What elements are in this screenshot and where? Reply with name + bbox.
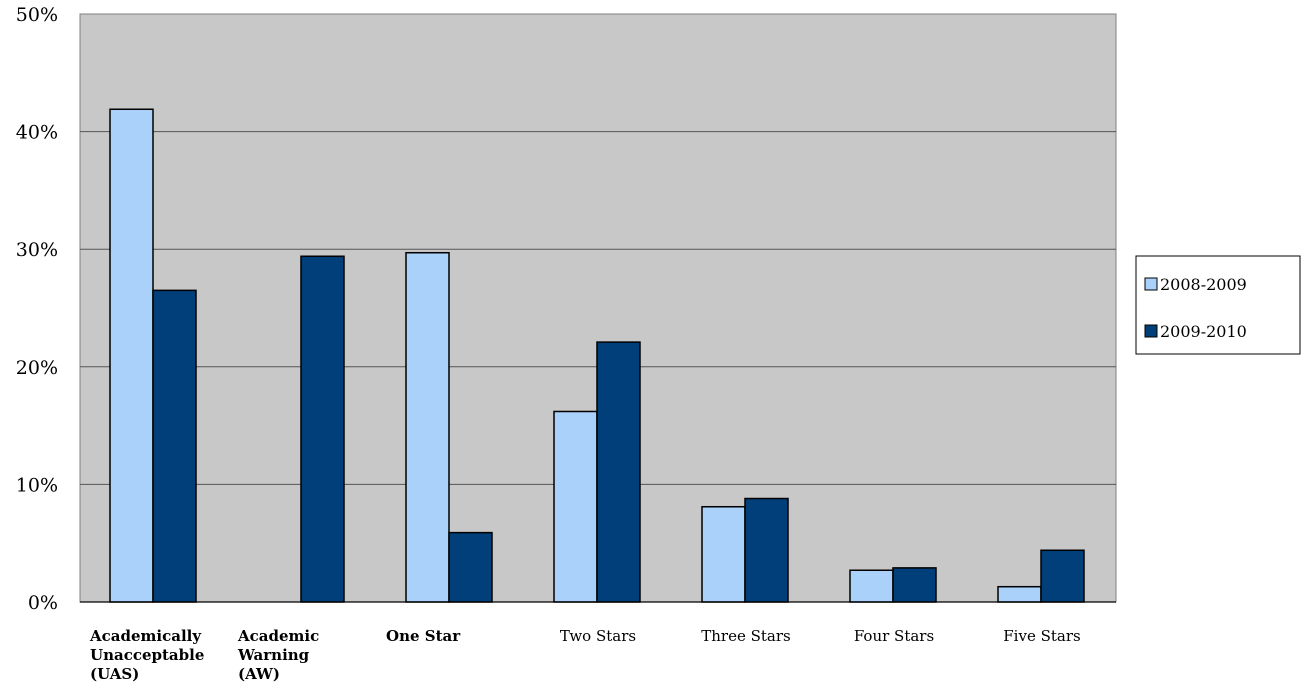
legend-swatch xyxy=(1144,324,1158,338)
bar-2009-2010-4 xyxy=(744,497,789,603)
bar-2009-2010-0 xyxy=(152,289,197,603)
x-tick-label-line: Warning xyxy=(237,646,310,664)
x-tick-label-line: (AW) xyxy=(238,665,280,683)
bar-2009-2010-3 xyxy=(596,341,641,603)
bar-2008-2009-4 xyxy=(701,505,746,603)
x-tick-label-line: Two Stars xyxy=(560,627,636,645)
x-tick-label: Five Stars xyxy=(1003,627,1080,645)
bar-2008-2009-5 xyxy=(849,569,894,603)
x-tick-label-line: One Star xyxy=(386,627,461,645)
x-tick-label: Two Stars xyxy=(560,627,636,645)
x-tick-label: Four Stars xyxy=(854,627,934,645)
bar-2008-2009-2 xyxy=(405,251,450,603)
x-tick-label-line: Three Stars xyxy=(701,627,790,645)
x-tick-label: Three Stars xyxy=(701,627,790,645)
x-tick-label: One Star xyxy=(386,627,461,645)
bar-2008-2009-6 xyxy=(997,585,1042,603)
x-tick-label-line: Academically xyxy=(89,627,202,645)
y-axis-ticks: 0% 10% 20% 30% 40% 50% xyxy=(16,4,58,614)
x-tick-label: Academically Unacceptable (UAS) xyxy=(89,627,204,683)
bar-2009-2010-6 xyxy=(1040,549,1085,603)
bar-2009-2010-5 xyxy=(892,567,937,603)
legend-label: 2008-2009 xyxy=(1160,275,1247,294)
x-axis-ticks: Academically Unacceptable (UAS) Academic War… xyxy=(89,627,1081,683)
bar-2008-2009-0 xyxy=(109,108,154,603)
legend-box xyxy=(1135,255,1301,355)
bar-2008-2009-3 xyxy=(553,410,598,603)
y-tick-label: 10% xyxy=(16,474,58,496)
y-tick-label: 30% xyxy=(16,239,58,261)
x-tick-label-line: (UAS) xyxy=(90,665,139,683)
y-tick-label: 0% xyxy=(28,592,58,614)
legend: 2008-2009 2009-2010 xyxy=(1135,255,1301,355)
x-tick-label-line: Four Stars xyxy=(854,627,934,645)
x-tick-label-line: Five Stars xyxy=(1003,627,1080,645)
y-tick-label: 40% xyxy=(16,122,58,144)
x-tick-label: Academic Warning (AW) xyxy=(237,627,319,683)
bar-2009-2010-1 xyxy=(300,255,345,603)
bar-2009-2010-2 xyxy=(448,531,493,603)
y-tick-label: 20% xyxy=(16,357,58,379)
x-tick-label-line: Academic xyxy=(237,627,319,645)
legend-swatch xyxy=(1144,277,1158,291)
x-tick-label-line: Unacceptable xyxy=(90,646,204,664)
y-tick-label: 50% xyxy=(16,4,58,26)
legend-label: 2009-2010 xyxy=(1160,322,1247,341)
